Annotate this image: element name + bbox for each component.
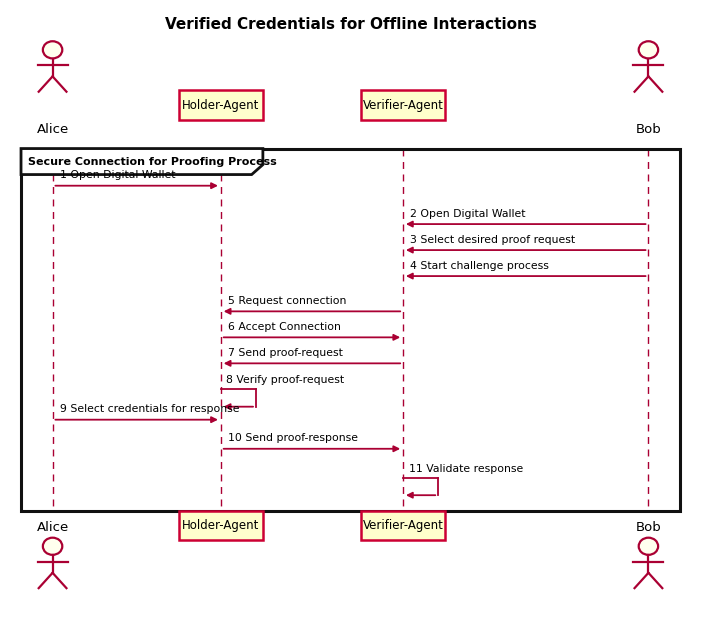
FancyBboxPatch shape <box>361 90 445 120</box>
Text: Verifier-Agent: Verifier-Agent <box>362 519 444 532</box>
Polygon shape <box>21 149 263 175</box>
FancyBboxPatch shape <box>179 511 263 540</box>
Circle shape <box>639 41 658 58</box>
Circle shape <box>639 538 658 555</box>
Text: Alice: Alice <box>36 521 69 534</box>
Text: Holder-Agent: Holder-Agent <box>182 98 259 112</box>
Circle shape <box>43 41 62 58</box>
Text: 6 Accept Connection: 6 Accept Connection <box>228 322 341 332</box>
Text: 8 Verify proof-request: 8 Verify proof-request <box>226 375 345 385</box>
Text: Bob: Bob <box>636 521 661 534</box>
Text: Holder-Agent: Holder-Agent <box>182 519 259 532</box>
FancyBboxPatch shape <box>361 511 445 540</box>
Text: Alice: Alice <box>36 123 69 136</box>
Text: 11 Validate response: 11 Validate response <box>409 464 523 474</box>
Text: 5 Request connection: 5 Request connection <box>228 296 346 306</box>
Text: 3 Select desired proof request: 3 Select desired proof request <box>410 235 576 245</box>
Text: 1 Open Digital Wallet: 1 Open Digital Wallet <box>60 170 175 180</box>
Text: Verifier-Agent: Verifier-Agent <box>362 98 444 112</box>
Text: Secure Connection for Proofing Process: Secure Connection for Proofing Process <box>28 157 277 167</box>
Text: 7 Send proof-request: 7 Send proof-request <box>228 348 343 358</box>
FancyBboxPatch shape <box>179 90 263 120</box>
Circle shape <box>43 538 62 555</box>
Text: Verified Credentials for Offline Interactions: Verified Credentials for Offline Interac… <box>165 17 536 32</box>
Text: Bob: Bob <box>636 123 661 136</box>
Text: 10 Send proof-response: 10 Send proof-response <box>228 433 358 443</box>
Text: 2 Open Digital Wallet: 2 Open Digital Wallet <box>410 209 526 219</box>
Text: 9 Select credentials for response: 9 Select credentials for response <box>60 404 239 414</box>
Text: 4 Start challenge process: 4 Start challenge process <box>410 261 549 271</box>
